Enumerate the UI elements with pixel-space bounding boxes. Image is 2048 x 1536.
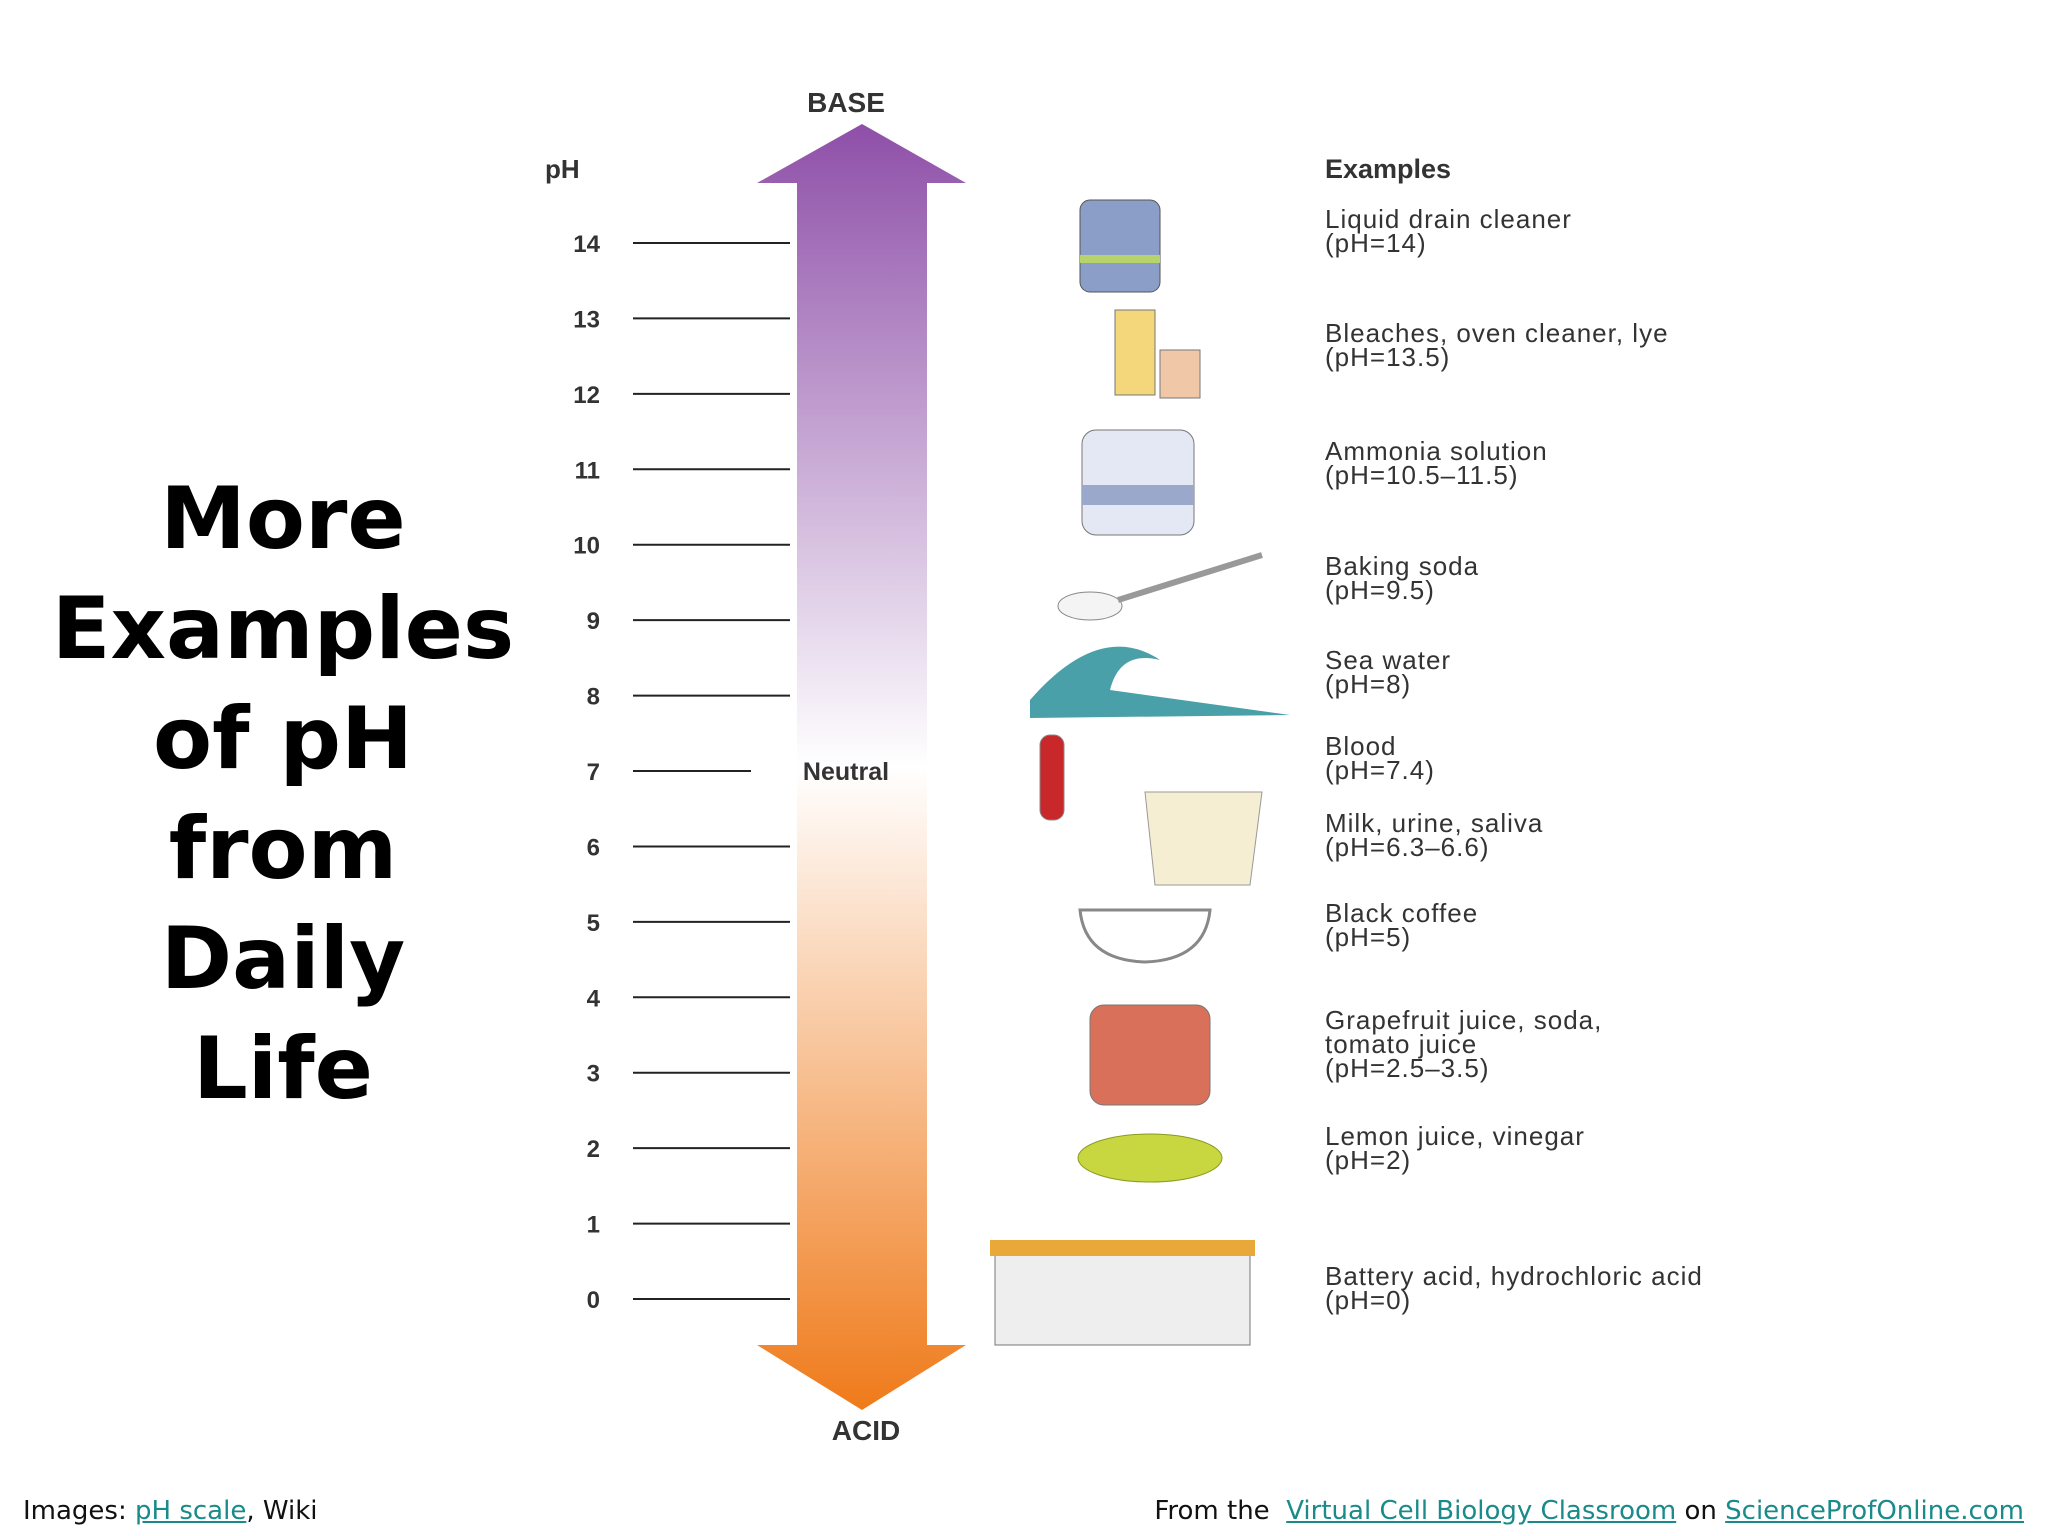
example-text: Grapefruit juice, soda, — [1325, 1005, 1602, 1035]
example-text: (pH=0) — [1325, 1285, 1411, 1315]
link[interactable]: pH scale — [135, 1496, 247, 1526]
tick-label: 1 — [587, 1212, 600, 1239]
example-text: (pH=7.4) — [1325, 755, 1435, 785]
tick-label: 5 — [587, 910, 600, 937]
link[interactable]: Virtual Cell Biology Classroom — [1286, 1496, 1677, 1526]
title-line: of pH — [153, 689, 413, 789]
example-text: (pH=13.5) — [1325, 342, 1450, 372]
footer-left: Images: pH scale, Wiki — [23, 1496, 317, 1526]
ph-arrow — [757, 124, 966, 1410]
tick-label: 2 — [587, 1136, 600, 1163]
tick-label: 10 — [573, 533, 600, 560]
title-line: More — [160, 469, 405, 569]
example-text: Black coffee — [1325, 898, 1478, 928]
tick-label: 11 — [575, 457, 600, 484]
link[interactable]: ScienceProfOnline.com — [1725, 1496, 2024, 1526]
tick-label: 7 — [587, 759, 600, 786]
example-text: (pH=10.5–11.5) — [1325, 460, 1518, 490]
base-label: BASE — [807, 87, 885, 118]
footer-right: From the Virtual Cell Biology Classroom … — [1154, 1496, 2024, 1526]
footer-text: , Wiki — [246, 1496, 318, 1526]
example-text: Baking soda — [1325, 551, 1479, 581]
example-text: (pH=5) — [1325, 922, 1411, 952]
example-text: Lemon juice, vinegar — [1325, 1121, 1585, 1151]
example-text: Blood — [1325, 731, 1397, 761]
tick-label: 14 — [573, 231, 600, 258]
title-line: Life — [193, 1019, 373, 1119]
tick-label: 8 — [587, 684, 600, 711]
example-text: Milk, urine, saliva — [1325, 808, 1543, 838]
tick-label: 9 — [587, 608, 600, 635]
example-text: (pH=2.5–3.5) — [1325, 1053, 1489, 1083]
tick-label: 4 — [587, 985, 601, 1012]
title-line: Daily — [161, 909, 405, 1009]
example-text: Ammonia solution — [1325, 436, 1548, 466]
example-text: (pH=14) — [1325, 228, 1427, 258]
example-text: (pH=8) — [1325, 669, 1411, 699]
icons — [990, 199, 1290, 1346]
example-text: (pH=9.5) — [1325, 575, 1435, 605]
footer-text: on — [1684, 1496, 1717, 1526]
footer-text: From the — [1154, 1496, 1270, 1526]
example-text: tomato juice — [1325, 1029, 1477, 1059]
tick-label: 12 — [573, 382, 600, 409]
acid-label: ACID — [832, 1415, 900, 1446]
tick-label: 6 — [587, 834, 600, 861]
example-text: Sea water — [1325, 645, 1451, 675]
footer-text: Images: — [23, 1496, 127, 1526]
example-text: Liquid drain cleaner — [1325, 204, 1572, 234]
example-text: Battery acid, hydrochloric acid — [1325, 1261, 1703, 1291]
neutral-label: Neutral — [803, 758, 889, 786]
tick-label: 3 — [587, 1061, 600, 1088]
example-text: (pH=6.3–6.6) — [1325, 832, 1489, 862]
title-line: Examples — [52, 579, 514, 679]
examples-header: Examples — [1325, 154, 1451, 184]
example-text: (pH=2) — [1325, 1145, 1411, 1175]
title-line: from — [169, 799, 398, 899]
ph-axis-label: pH — [545, 154, 580, 184]
tick-label: 13 — [573, 306, 600, 333]
tick-label: 0 — [587, 1287, 600, 1314]
example-text: Bleaches, oven cleaner, lye — [1325, 318, 1669, 348]
